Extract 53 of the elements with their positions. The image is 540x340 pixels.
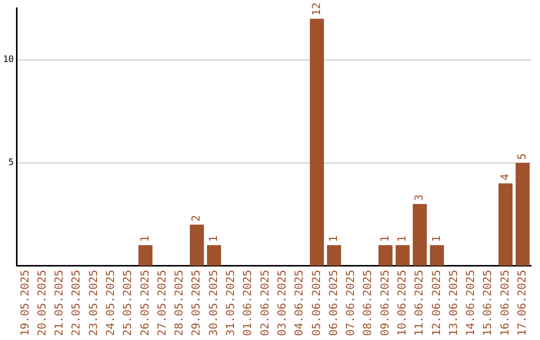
x-tick-label: 09.06.2025 xyxy=(378,270,392,336)
bar xyxy=(516,162,530,266)
x-tick-label: 15.06.2025 xyxy=(481,270,494,336)
x-tick-label: 21.05.2025 xyxy=(52,270,66,336)
x-tick-label: 10.06.2025 xyxy=(396,270,408,336)
bar xyxy=(412,204,427,266)
data-label: 1 xyxy=(430,236,443,242)
data-label: 5 xyxy=(516,153,529,160)
x-tick-label: 22.05.2025 xyxy=(70,270,83,336)
data-label: 4 xyxy=(498,173,512,180)
x-tick-label: 20.05.2025 xyxy=(35,270,48,336)
x-tick-label: 07.06.2025 xyxy=(344,270,358,336)
x-tick-label: 27.05.2025 xyxy=(155,270,168,336)
x-tick-label: 12.06.2025 xyxy=(430,270,443,336)
x-tick-label: 01.06.2025 xyxy=(241,270,254,336)
x-tick-label: 26.05.2025 xyxy=(138,270,152,336)
x-tick-label: 11.06.2025 xyxy=(412,270,426,336)
data-label: 2 xyxy=(190,214,203,222)
x-tick-label: 02.06.2025 xyxy=(258,270,272,336)
x-tick-label: 30.05.2025 xyxy=(206,270,220,336)
bar xyxy=(327,245,342,266)
bar xyxy=(378,245,393,266)
bar xyxy=(206,245,222,266)
x-tick-label: 23.05.2025 xyxy=(86,270,100,336)
bar xyxy=(138,245,152,266)
x-tick-label: 25.05.2025 xyxy=(121,270,134,336)
x-tick-label: 06.06.2025 xyxy=(326,270,340,336)
x-tick-label: 04.06.2025 xyxy=(292,270,306,336)
x-tick-label: 13.06.2025 xyxy=(446,270,460,336)
x-tick-label: 05.06.2025 xyxy=(310,270,323,336)
data-label: 3 xyxy=(412,194,426,202)
x-tick-label: 08.06.2025 xyxy=(361,270,374,336)
x-tick-label: 29.05.2025 xyxy=(190,270,203,336)
data-label: 1 xyxy=(138,236,152,242)
data-label: 1 xyxy=(396,236,408,242)
y-tick-label: 10 xyxy=(2,55,14,66)
data-label: 12 xyxy=(310,2,323,16)
x-tick-label: 19.05.2025 xyxy=(18,270,32,336)
x-tick-label: 03.06.2025 xyxy=(275,270,288,336)
x-tick-label: 17.06.2025 xyxy=(516,270,529,336)
x-tick-label: 28.05.2025 xyxy=(172,270,186,336)
data-label: 1 xyxy=(206,236,220,242)
bar xyxy=(310,18,324,266)
data-label: 1 xyxy=(378,236,392,242)
x-tick-label: 31.05.2025 xyxy=(224,270,238,336)
data-label: 1 xyxy=(326,236,340,242)
bar xyxy=(190,224,204,266)
x-tick-label: 16.06.2025 xyxy=(498,270,512,336)
x-tick-label: 14.06.2025 xyxy=(464,270,478,336)
x-tick-label: 24.05.2025 xyxy=(104,270,118,336)
bar xyxy=(498,183,513,266)
bar xyxy=(396,245,410,266)
bar xyxy=(430,245,444,266)
